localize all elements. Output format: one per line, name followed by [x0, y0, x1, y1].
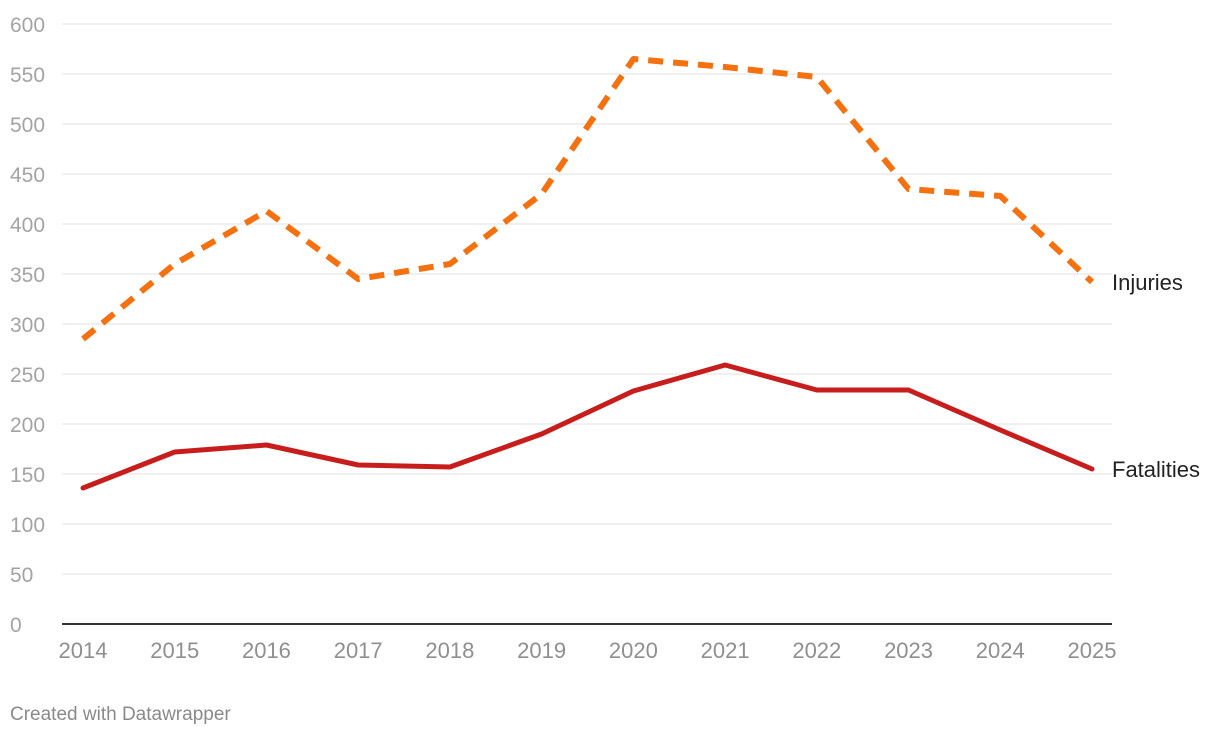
y-tick-label: 250: [10, 364, 45, 387]
x-tick-label: 2022: [792, 638, 841, 663]
y-tick-label: 150: [10, 464, 45, 487]
injuries-line: [81, 56, 1095, 342]
y-tick-label: 550: [10, 64, 45, 87]
y-axis-ticks: 0 50 100 150 200 250 300 350 400 450 500 550 600: [10, 14, 45, 637]
fatalities-series-label: Fatalities: [1112, 457, 1200, 482]
y-tick-label: 0: [10, 614, 22, 637]
y-tick-label: 400: [10, 214, 45, 237]
x-tick-label: 2021: [701, 638, 750, 663]
injuries-series-label: Injuries: [1112, 270, 1183, 295]
y-tick-label: 500: [10, 114, 45, 137]
y-tick-label: 300: [10, 314, 45, 337]
x-tick-label: 2015: [150, 638, 199, 663]
gridlines: [62, 23, 1112, 625]
line-chart: 0 50 100 150 200 250 300 350 400 450 500 550 600 201…: [10, 14, 1200, 663]
series-labels: Injuries Fatalities: [1112, 270, 1200, 482]
y-tick-label: 100: [10, 514, 45, 537]
x-tick-label: 2014: [59, 638, 108, 663]
x-tick-label: 2020: [609, 638, 658, 663]
x-tick-label: 2023: [884, 638, 933, 663]
y-tick-label: 50: [10, 564, 33, 587]
x-tick-label: 2017: [334, 638, 383, 663]
y-tick-label: 200: [10, 414, 45, 437]
fatalities-line: [80, 362, 1095, 491]
x-tick-label: 2024: [976, 638, 1025, 663]
series-lines: [80, 56, 1095, 491]
datawrapper-credit: Created with Datawrapper: [10, 704, 231, 725]
y-tick-label: 450: [10, 164, 45, 187]
x-tick-label: 2025: [1068, 638, 1117, 663]
x-tick-label: 2018: [425, 638, 474, 663]
x-axis-ticks: 2014 2015 2016 2017 2018 2019 2020 2021 2022 2023…: [59, 638, 1117, 663]
x-tick-label: 2019: [517, 638, 566, 663]
y-tick-label: 600: [10, 14, 45, 37]
x-tick-label: 2016: [242, 638, 291, 663]
y-tick-label: 350: [10, 264, 45, 287]
